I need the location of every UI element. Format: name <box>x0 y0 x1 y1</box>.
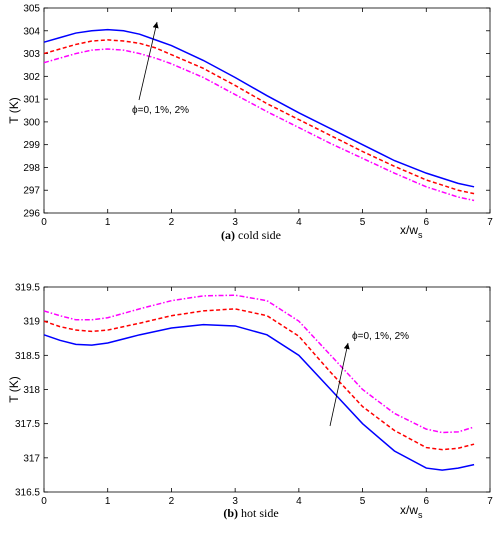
caption-text: hot side <box>238 506 279 520</box>
x-tick-label: 3 <box>232 496 238 507</box>
chart-panel-2: 0 1 2 3 4 5 6 7 316.5 317 317.5 318 318.5 319 319.5 ϕ=0… <box>7 283 493 521</box>
x-tick-label: 4 <box>296 496 302 507</box>
x-tick-label: 2 <box>169 217 175 228</box>
series-line-2 <box>43 308 475 451</box>
series-line-3 <box>43 294 475 434</box>
x-tick-label: 4 <box>296 217 302 228</box>
caption-text: cold side <box>235 228 281 242</box>
series-line-2 <box>43 39 475 195</box>
x-tick-label: 3 <box>232 217 238 228</box>
figure-caption: (a) cold side <box>221 228 281 242</box>
annotation-label: ϕ=0, 1%, 2% <box>352 331 409 342</box>
y-tick-label: 298 <box>23 163 40 174</box>
caption-letter: (a) <box>221 228 235 242</box>
x-axis-label: x/ws <box>400 223 423 240</box>
annotation-arrow <box>138 21 159 101</box>
x-tick-label: 1 <box>105 217 111 228</box>
x-tick-label: 5 <box>360 217 366 228</box>
y-tick-label: 319.5 <box>15 283 40 294</box>
y-tick-label: 303 <box>23 49 40 60</box>
x-axis-label-subscript: s <box>418 510 423 520</box>
series-line-3 <box>43 48 475 202</box>
y-axis-label: T (K) <box>7 376 21 402</box>
y-tick-label: 319 <box>23 317 40 328</box>
x-tick-label: 5 <box>360 496 366 507</box>
plot-frame <box>43 7 491 214</box>
x-tick-label: 0 <box>41 217 47 228</box>
y-tick-label: 296 <box>23 209 40 220</box>
x-tick-label: 7 <box>487 496 493 507</box>
series-line-1 <box>43 323 475 471</box>
y-tick-label: 297 <box>23 186 40 197</box>
y-tick-label: 317 <box>23 453 40 464</box>
annotation-arrow <box>329 342 350 427</box>
y-axis-label: T (K) <box>7 97 21 123</box>
x-tick-label: 2 <box>169 496 175 507</box>
y-tick-label: 300 <box>23 117 40 128</box>
x-tick-label: 6 <box>424 217 430 228</box>
y-tick-label: 305 <box>23 4 40 15</box>
x-axis-label-subscript: s <box>418 230 423 240</box>
annotation-label: ϕ=0, 1%, 2% <box>132 105 189 116</box>
x-axis-label-main: x/w <box>400 503 418 517</box>
x-tick-label: 6 <box>424 496 430 507</box>
figure-caption: (b) hot side <box>223 506 278 520</box>
y-tick-label: 301 <box>23 95 40 106</box>
y-tick-label: 302 <box>23 72 40 83</box>
x-axis-label-main: x/w <box>400 223 418 237</box>
y-tick-label: 317.5 <box>15 419 40 430</box>
chart-panel-1: 0 1 2 3 4 5 6 7 296 297 298 299 300 301 302 303 304 305 ϕ=… <box>7 4 493 243</box>
x-tick-label: 7 <box>487 217 493 228</box>
caption-letter: (b) <box>223 506 238 520</box>
x-axis-label: x/ws <box>400 503 423 520</box>
y-tick-label: 318.5 <box>15 351 40 362</box>
y-tick-label: 299 <box>23 140 40 151</box>
series-line-1 <box>43 28 475 188</box>
x-tick-label: 1 <box>105 496 111 507</box>
x-tick-label: 0 <box>41 496 47 507</box>
y-tick-label: 316.5 <box>15 488 40 499</box>
y-tick-label: 318 <box>23 385 40 396</box>
y-tick-label: 304 <box>23 26 40 37</box>
